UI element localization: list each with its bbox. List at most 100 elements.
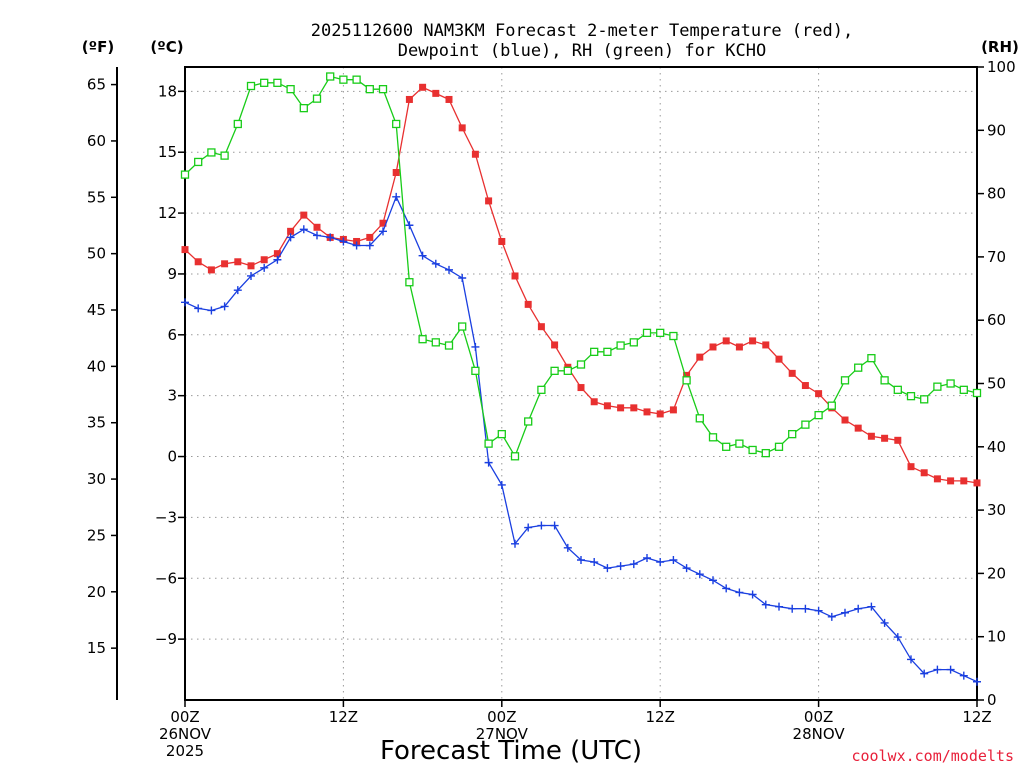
dewpoint-point: [788, 604, 797, 613]
fahrenheit-tick-label: 30: [87, 470, 106, 488]
2-meter-temperature-point: [762, 341, 770, 349]
rh-point: [854, 363, 863, 372]
2-meter-temperature-point: [511, 272, 519, 280]
rh-point: [550, 366, 559, 375]
dewpoint-point: [392, 192, 401, 201]
dewpoint-point: [207, 306, 216, 315]
fahrenheit-tick-label: 40: [87, 357, 106, 375]
celsius-tick-label: −3: [155, 508, 177, 526]
celsius-tick-label: 18: [158, 82, 177, 100]
rh-point: [840, 376, 850, 385]
rh-line: [184, 75, 978, 458]
rh-point: [497, 429, 506, 439]
2-meter-temperature-line: [184, 86, 978, 484]
dewpoint-point: [669, 556, 678, 565]
2-meter-temperature-point: [881, 434, 889, 442]
2-meter-temperature-point: [234, 258, 242, 266]
rh-point: [708, 433, 718, 442]
fahrenheit-tick-label: 55: [87, 188, 106, 206]
rh-point: [880, 376, 889, 385]
dewpoint-point: [801, 604, 810, 613]
dewpoint-point: [431, 259, 440, 268]
rh-series: [180, 72, 982, 461]
2-meter-temperature-point: [722, 337, 730, 345]
2-meter-temperature-point: [194, 258, 202, 266]
rh-point: [471, 366, 480, 375]
2-meter-temperature-point: [669, 406, 677, 414]
celsius-unit-label: (ºC): [150, 38, 183, 56]
rh-point: [748, 445, 757, 455]
dewpoint-point: [445, 265, 453, 274]
rh-tick-label: 60: [987, 311, 1006, 329]
celsius-tick-label: −9: [155, 630, 177, 648]
2-meter-temperature-point: [683, 371, 691, 379]
dewpoint-point: [550, 521, 559, 530]
2-meter-temperature-point: [630, 404, 638, 412]
dewpoint-point: [748, 590, 757, 599]
celsius-tick-label: 3: [167, 387, 177, 405]
dewpoint-point: [616, 562, 625, 571]
2-meter-temperature-point: [617, 404, 625, 412]
time-tick-label: 12Z: [329, 708, 358, 726]
rh-point: [484, 439, 493, 448]
2-meter-temperature-point: [287, 227, 295, 235]
rh-point: [920, 395, 929, 404]
2-meter-temperature-point: [749, 337, 757, 345]
2-meter-temperature-point: [392, 169, 400, 176]
dewpoint-point: [590, 558, 599, 567]
2-meter-temperature-point: [590, 398, 598, 406]
rh-point: [444, 341, 454, 350]
fahrenheit-tick-label: 20: [87, 583, 106, 601]
dewpoint-point: [511, 539, 519, 548]
rh-point: [458, 322, 467, 331]
rh-tick-label: 0: [987, 691, 997, 709]
rh-point: [933, 382, 942, 391]
dewpoint-point: [379, 227, 387, 236]
rh-point: [246, 81, 256, 91]
celsius-tick-label: 9: [167, 265, 177, 283]
dewpoint-point: [352, 241, 361, 250]
2-meter-temperature-point: [458, 124, 466, 132]
2-meter-temperature-point: [498, 237, 506, 245]
2-meter-temperature-point: [353, 237, 361, 245]
2-meter-temperature-point: [788, 369, 796, 377]
fahrenheit-tick-label: 45: [87, 301, 106, 319]
2-meter-temperature-point: [947, 477, 955, 485]
2-meter-temperature-point: [313, 223, 321, 231]
dewpoint-point: [313, 231, 321, 240]
series-layer: [180, 72, 982, 686]
dewpoint-point: [893, 633, 902, 642]
dewpoint-series: [181, 192, 981, 686]
time-tick-label: 12Z: [646, 708, 675, 726]
celsius-tick-label: 6: [167, 326, 177, 344]
dewpoint-point: [247, 271, 255, 280]
dewpoint-point: [959, 671, 968, 680]
2-meter-temperature-point: [300, 211, 308, 219]
dewpoint-point: [695, 570, 704, 579]
2-meter-temperature-point: [445, 95, 453, 103]
rh-point: [312, 94, 322, 103]
rh-point: [642, 328, 652, 338]
rh-unit-label: (RH): [981, 38, 1019, 56]
dewpoint-point: [326, 233, 335, 242]
dewpoint-point: [735, 588, 744, 597]
rh-point: [959, 385, 968, 394]
rh-tick-label: 80: [987, 185, 1006, 203]
rh-point: [510, 452, 520, 461]
2-meter-temperature-point: [960, 477, 968, 485]
rh-point: [788, 429, 797, 439]
rh-point: [418, 335, 427, 344]
rh-point: [576, 360, 586, 369]
2-meter-temperature-point: [181, 246, 189, 254]
rh-point: [431, 338, 440, 347]
rh-point: [972, 388, 982, 398]
rh-point: [629, 338, 638, 347]
dewpoint-point: [365, 241, 374, 250]
2-meter-temperature-point: [577, 384, 585, 392]
2-meter-temperature-point: [920, 469, 928, 477]
fahrenheit-axis: 65 60 55 50 45 40 35 30 25 20 15: [87, 76, 117, 657]
dewpoint-point: [299, 225, 308, 234]
